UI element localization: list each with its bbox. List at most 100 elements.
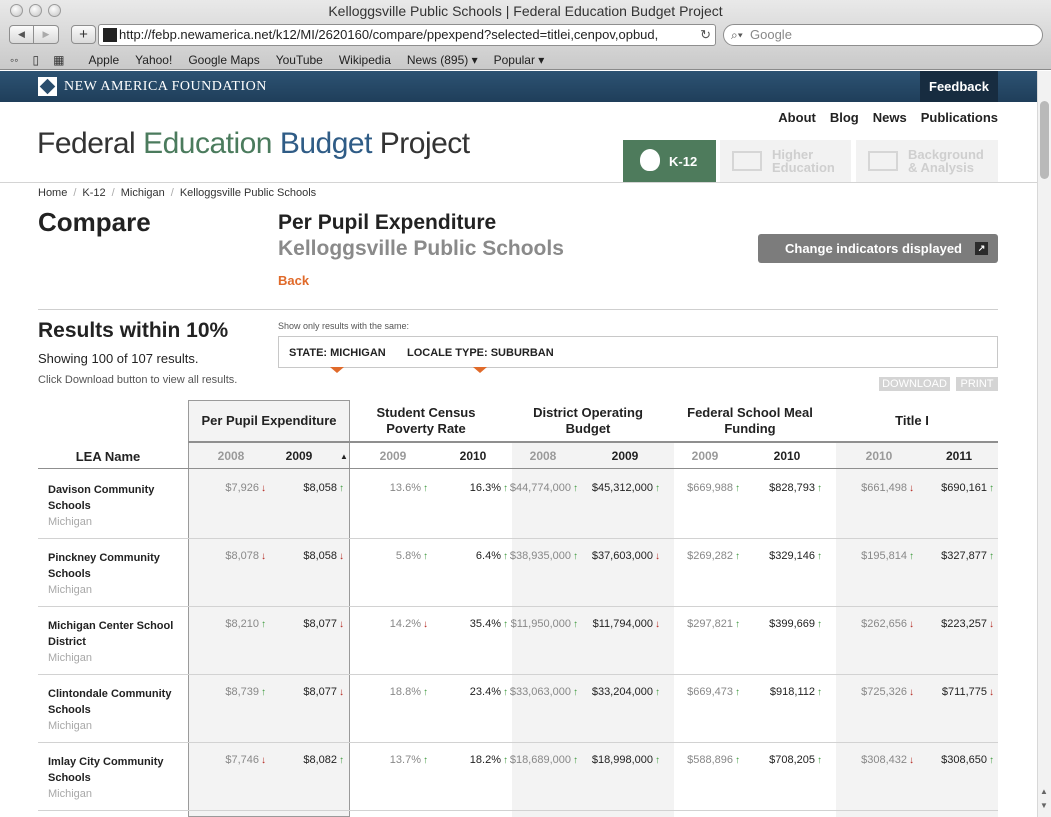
sort-ascending-icon[interactable]: ▲: [340, 452, 348, 461]
search-input[interactable]: ⌕▾ Google: [723, 24, 1043, 46]
reload-icon[interactable]: ↻: [700, 27, 711, 42]
page-scrollbar[interactable]: ▲ ▼: [1037, 71, 1051, 817]
year-header[interactable]: 2009: [611, 449, 639, 463]
table-row[interactable]: Clintondale Community Schools Michigan $8,…: [38, 674, 998, 742]
trend-up-icon: ↑: [735, 551, 740, 562]
table-cell: $711,775 ↓: [942, 686, 994, 698]
org-name[interactable]: NEW AMERICA FOUNDATION: [64, 79, 267, 94]
bookmark-item[interactable]: Yahoo!: [135, 52, 173, 67]
lea-name[interactable]: Davison Community Schools: [48, 484, 155, 512]
col-group-ppe[interactable]: Per Pupil Expenditure: [201, 412, 337, 428]
year-header[interactable]: 2010: [865, 449, 893, 463]
col-group-budget[interactable]: District Operating Budget: [533, 404, 643, 436]
add-bookmark-button[interactable]: +: [71, 25, 96, 44]
bookmark-item[interactable]: Google Maps: [188, 52, 260, 67]
nav-news[interactable]: News: [872, 110, 907, 125]
bookmark-item[interactable]: Popular ▾: [493, 52, 545, 67]
bookmark-item[interactable]: YouTube: [275, 52, 323, 67]
address-bar[interactable]: http://febp.newamerica.net/k12/MI/262016…: [98, 24, 716, 46]
breadcrumb-state[interactable]: Michigan: [120, 187, 165, 199]
col-group-poverty[interactable]: Student Census Poverty Rate: [376, 404, 476, 436]
lea-name[interactable]: Clintondale Community Schools: [48, 688, 172, 716]
year-header[interactable]: 2009: [285, 449, 313, 463]
lea-name[interactable]: Imlay City Community Schools: [48, 756, 164, 784]
breadcrumb-k12[interactable]: K-12: [82, 187, 106, 199]
year-header[interactable]: 2010: [773, 449, 801, 463]
lea-name[interactable]: Michigan Center School District: [48, 620, 174, 648]
tab-k12[interactable]: K-12: [623, 140, 716, 182]
trend-up-icon: ↑: [573, 687, 578, 698]
cell-value: 13.6%: [389, 482, 421, 494]
scroll-down-icon[interactable]: ▼: [1040, 801, 1048, 810]
table-cell: 35.4% ↑: [470, 618, 508, 630]
year-header[interactable]: 2009: [379, 449, 407, 463]
year-header[interactable]: 2009: [691, 449, 719, 463]
naf-logo-icon[interactable]: [38, 77, 57, 96]
cell-value: $11,950,000: [510, 618, 571, 630]
back-arrow-icon[interactable]: ◀: [9, 25, 34, 44]
nav-blog[interactable]: Blog: [829, 110, 859, 125]
feedback-button[interactable]: Feedback: [920, 71, 998, 102]
table-cell: 14.2% ↓: [390, 618, 428, 630]
breadcrumb-district[interactable]: Kelloggsville Public Schools: [179, 187, 317, 199]
year-header[interactable]: 2010: [459, 449, 487, 463]
minimize-window-button[interactable]: [29, 4, 42, 17]
lea-state: Michigan: [48, 516, 93, 528]
trend-up-icon: ↑: [261, 619, 266, 630]
cell-value: $327,877: [941, 550, 987, 562]
change-indicators-label: Change indicators displayed: [785, 241, 962, 256]
search-placeholder: Google: [750, 27, 792, 42]
table-row[interactable]: Pinckney Community Schools Michigan $8,078…: [38, 538, 998, 606]
col-group-title1[interactable]: Title I: [895, 412, 929, 428]
zoom-window-button[interactable]: [48, 4, 61, 17]
nav-publications[interactable]: Publications: [920, 110, 998, 125]
cell-value: $8,739: [225, 686, 259, 698]
back-link[interactable]: Back: [278, 273, 310, 288]
tab-background-analysis[interactable]: Background & Analysis: [856, 140, 998, 182]
lea-name[interactable]: Pinckney Community Schools: [48, 552, 160, 580]
bookmark-item[interactable]: News (895) ▾: [406, 52, 478, 67]
top-sites-grid-icon[interactable]: ▦: [53, 52, 65, 67]
table-cell: $661,498 ↓: [861, 482, 914, 494]
table-row[interactable]: Davison Community Schools Michigan $7,926 ↓…: [38, 470, 998, 538]
breadcrumb-home[interactable]: Home: [38, 187, 68, 199]
table-cell: 16.3% ↑: [470, 482, 508, 494]
col-group-meal[interactable]: Federal School Meal Funding: [687, 404, 813, 436]
table-cell: $11,950,000 ↑: [511, 618, 578, 630]
scroll-up-icon[interactable]: ▲: [1040, 787, 1048, 796]
table-row[interactable]: Imlay City Community Schools Michigan $7,7…: [38, 742, 998, 810]
forward-arrow-icon[interactable]: ▶: [34, 25, 59, 44]
window-title: Kelloggsville Public Schools | Federal E…: [328, 3, 723, 19]
caret-down-icon: [473, 367, 488, 373]
bookmarks-book-icon[interactable]: ▯: [32, 52, 40, 67]
year-header[interactable]: 2011: [945, 449, 973, 463]
breadcrumb-separator: /: [170, 187, 174, 199]
cell-value: $38,935,000: [509, 550, 571, 562]
brand-project: Project: [371, 127, 470, 160]
row-divider: [38, 742, 998, 743]
lea-name-header[interactable]: LEA Name: [75, 449, 141, 464]
trend-up-icon: ↑: [503, 687, 508, 698]
bookmark-item[interactable]: Apple: [88, 52, 120, 67]
filter-locale[interactable]: LOCALE TYPE: SUBURBAN: [407, 347, 554, 373]
trend-down-icon: ↓: [261, 755, 266, 766]
year-header[interactable]: 2008: [529, 449, 557, 463]
year-header[interactable]: 2008: [217, 449, 245, 463]
change-indicators-button[interactable]: Change indicators displayed ↗: [758, 234, 998, 263]
cell-value: $262,656: [861, 618, 907, 630]
scrollbar-thumb[interactable]: [1040, 101, 1049, 179]
print-button[interactable]: PRINT: [956, 377, 998, 391]
nav-about[interactable]: About: [778, 110, 816, 125]
close-window-button[interactable]: [10, 4, 23, 17]
reading-list-icon[interactable]: ◦◦: [10, 52, 19, 67]
trend-up-icon: ↑: [423, 483, 428, 494]
bookmark-item[interactable]: Wikipedia: [338, 52, 391, 67]
books-icon: [868, 151, 898, 171]
filter-state[interactable]: STATE: MICHIGAN: [289, 347, 386, 373]
download-button[interactable]: DOWNLOAD: [879, 377, 950, 391]
cell-value: $399,669: [769, 618, 815, 630]
district-title: Kelloggsville Public Schools: [278, 237, 564, 260]
site-logo[interactable]: Federal Education Budget Project: [37, 127, 470, 161]
table-row[interactable]: Michigan Center School District Michigan $…: [38, 606, 998, 674]
tab-higher-education[interactable]: Higher Education: [720, 140, 851, 182]
